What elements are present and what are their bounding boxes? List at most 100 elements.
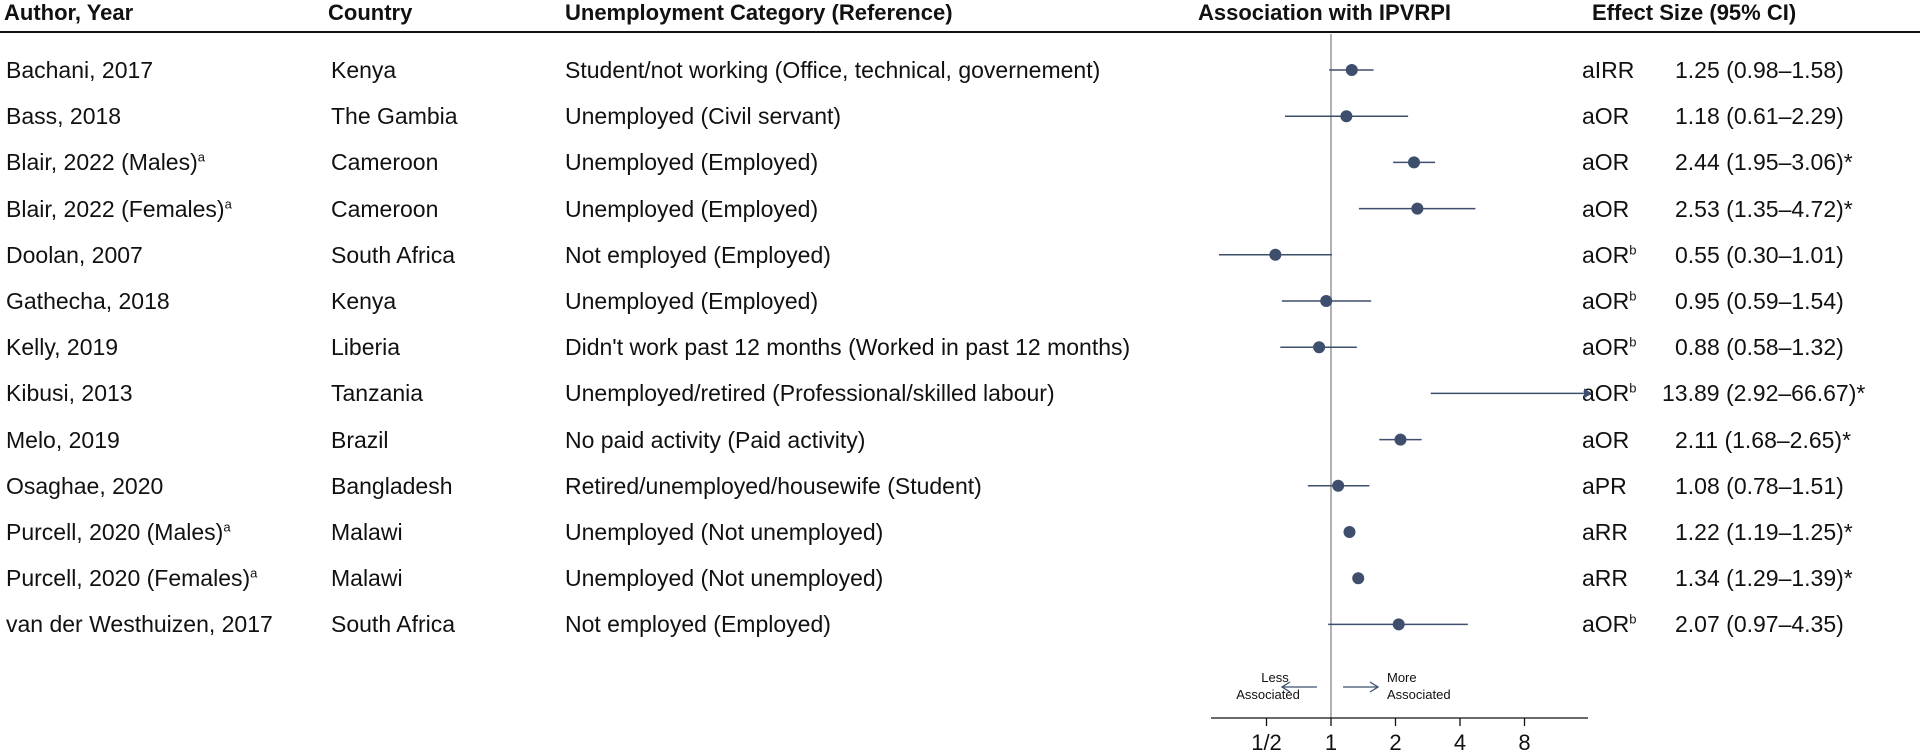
measure-cell: aORb	[1582, 333, 1637, 361]
point-estimate	[1394, 433, 1407, 446]
category-cell: Unemployed (Not unemployed)	[565, 565, 884, 592]
author-year: Melo, 2019	[6, 426, 120, 453]
measure-type: aOR	[1582, 426, 1630, 453]
more-arrowhead-icon	[1369, 681, 1380, 693]
author-year-cell: Purcell, 2020 (Females)a	[6, 564, 257, 592]
x-tick-label: 4	[1454, 730, 1466, 752]
point-estimate	[1411, 202, 1424, 215]
less-label-line1: Less	[1261, 670, 1289, 685]
country-cell: Cameroon	[331, 195, 439, 222]
author-year-cell: Bachani, 2017	[6, 56, 153, 84]
header-association: Association with IPVRPI	[1198, 0, 1452, 25]
author-year: Blair, 2022 (Females)	[6, 195, 225, 222]
measure-type: aRR	[1582, 565, 1629, 592]
category-cell: Unemployed (Employed)	[565, 288, 819, 314]
category-cell: Not employed (Employed)	[565, 611, 831, 638]
author-year: Purcell, 2020 (Males)	[6, 519, 224, 545]
author-year-cell: Blair, 2022 (Males)a	[6, 148, 205, 176]
author-year-cell: Osaghae, 2020	[6, 472, 163, 500]
point-estimate	[1392, 618, 1405, 631]
measure-type: aRR	[1582, 519, 1629, 545]
author-year-cell: Bass, 2018	[6, 102, 121, 130]
measure-type: aOR	[1582, 334, 1630, 361]
author-footnote-marker: a	[250, 565, 258, 581]
author-year: Kelly, 2019	[6, 334, 119, 361]
header-country: Country	[328, 0, 413, 25]
author-footnote-marker: a	[223, 519, 231, 535]
country-cell: South Africa	[331, 241, 456, 268]
category-cell: Student/not working (Office, technical, …	[565, 57, 1101, 83]
point-estimate	[1313, 341, 1326, 354]
effect-size-value: 0.55 (0.30–1.01)	[1675, 241, 1844, 268]
point-estimate	[1269, 248, 1282, 261]
author-year: Gathecha, 2018	[6, 288, 170, 314]
point-estimate	[1343, 526, 1356, 538]
author-year: Blair, 2022 (Males)	[6, 149, 198, 176]
author-year-cell: van der Westhuizen, 2017	[6, 610, 273, 638]
category-cell: No paid activity (Paid activity)	[565, 426, 866, 453]
country-cell: Kenya	[331, 57, 397, 83]
category-cell: Unemployed/retired (Professional/skilled…	[565, 380, 1055, 407]
measure-type: aPR	[1582, 472, 1627, 499]
x-tick-label: 2	[1389, 730, 1401, 752]
measure-type: aOR	[1582, 241, 1630, 268]
country-cell: Cameroon	[331, 149, 439, 176]
x-tick-label: 1/2	[1251, 730, 1282, 752]
effect-size-value: 0.95 (0.59–1.54)	[1675, 288, 1844, 314]
ci-clipped-arrow	[1584, 388, 1592, 399]
country-cell: Bangladesh	[331, 472, 453, 499]
country-cell: Kenya	[331, 288, 397, 314]
effect-size-value: 1.08 (0.78–1.51)	[1675, 472, 1844, 499]
country-cell: South Africa	[331, 611, 456, 638]
measure-footnote-marker: b	[1629, 334, 1637, 350]
measure-footnote-marker: b	[1629, 611, 1637, 627]
author-year: Kibusi, 2013	[6, 380, 133, 407]
author-year: van der Westhuizen, 2017	[6, 611, 273, 638]
effect-size-value: 1.25 (0.98–1.58)	[1675, 57, 1844, 83]
author-footnote-marker: a	[197, 149, 205, 165]
measure-cell: aIRR	[1582, 56, 1634, 84]
point-estimate	[1345, 64, 1358, 76]
point-estimate	[1340, 110, 1353, 123]
more-label-line1: More	[1387, 670, 1417, 685]
measure-cell: aORb	[1582, 287, 1637, 315]
effect-size-value: 13.89 (2.92–66.67)*	[1662, 380, 1866, 407]
measure-cell: aOR	[1582, 195, 1629, 223]
author-year-cell: Blair, 2022 (Females)a	[6, 195, 232, 223]
author-year-cell: Purcell, 2020 (Males)a	[6, 518, 231, 546]
point-estimate	[1352, 572, 1365, 585]
header-effect-size: Effect Size (95% CI)	[1592, 0, 1797, 25]
author-year: Bachani, 2017	[6, 57, 154, 83]
measure-footnote-marker: b	[1629, 288, 1637, 304]
country-cell: Liberia	[331, 334, 401, 361]
measure-cell: aORb	[1582, 610, 1637, 638]
category-cell: Didn't work past 12 months (Worked in pa…	[565, 334, 1131, 361]
less-label-line2: Associated	[1236, 687, 1300, 702]
country-cell: Tanzania	[331, 380, 424, 407]
author-year-cell: Gathecha, 2018	[6, 287, 170, 315]
point-estimate	[1320, 295, 1333, 307]
measure-footnote-marker: b	[1629, 380, 1637, 396]
measure-cell: aRR	[1582, 564, 1628, 592]
effect-size-value: 1.22 (1.19–1.25)*	[1675, 519, 1853, 545]
category-cell: Retired/unemployed/housewife (Student)	[565, 472, 982, 499]
category-cell: Not employed (Employed)	[565, 241, 831, 268]
measure-type: aOR	[1582, 611, 1630, 638]
effect-size-value: 2.44 (1.95–3.06)*	[1675, 149, 1853, 176]
measure-type: aOR	[1582, 103, 1630, 130]
header-rule	[0, 31, 1920, 33]
author-year-cell: Melo, 2019	[6, 426, 120, 454]
less-arrowhead-icon	[1280, 681, 1291, 693]
measure-cell: aPR	[1582, 472, 1627, 500]
effect-size-value: 0.88 (0.58–1.32)	[1675, 334, 1844, 361]
effect-size-value: 1.18 (0.61–2.29)	[1675, 103, 1844, 130]
measure-cell: aOR	[1582, 102, 1629, 130]
measure-type: aIRR	[1582, 57, 1635, 83]
effect-size-value: 2.11 (1.68–2.65)*	[1675, 426, 1852, 453]
author-year: Osaghae, 2020	[6, 472, 164, 499]
measure-footnote-marker: b	[1629, 242, 1637, 258]
category-cell: Unemployed (Not unemployed)	[565, 519, 884, 545]
effect-size-value: 2.07 (0.97–4.35)	[1675, 611, 1844, 638]
measure-type: aOR	[1582, 195, 1630, 222]
x-tick-label: 8	[1518, 730, 1530, 752]
